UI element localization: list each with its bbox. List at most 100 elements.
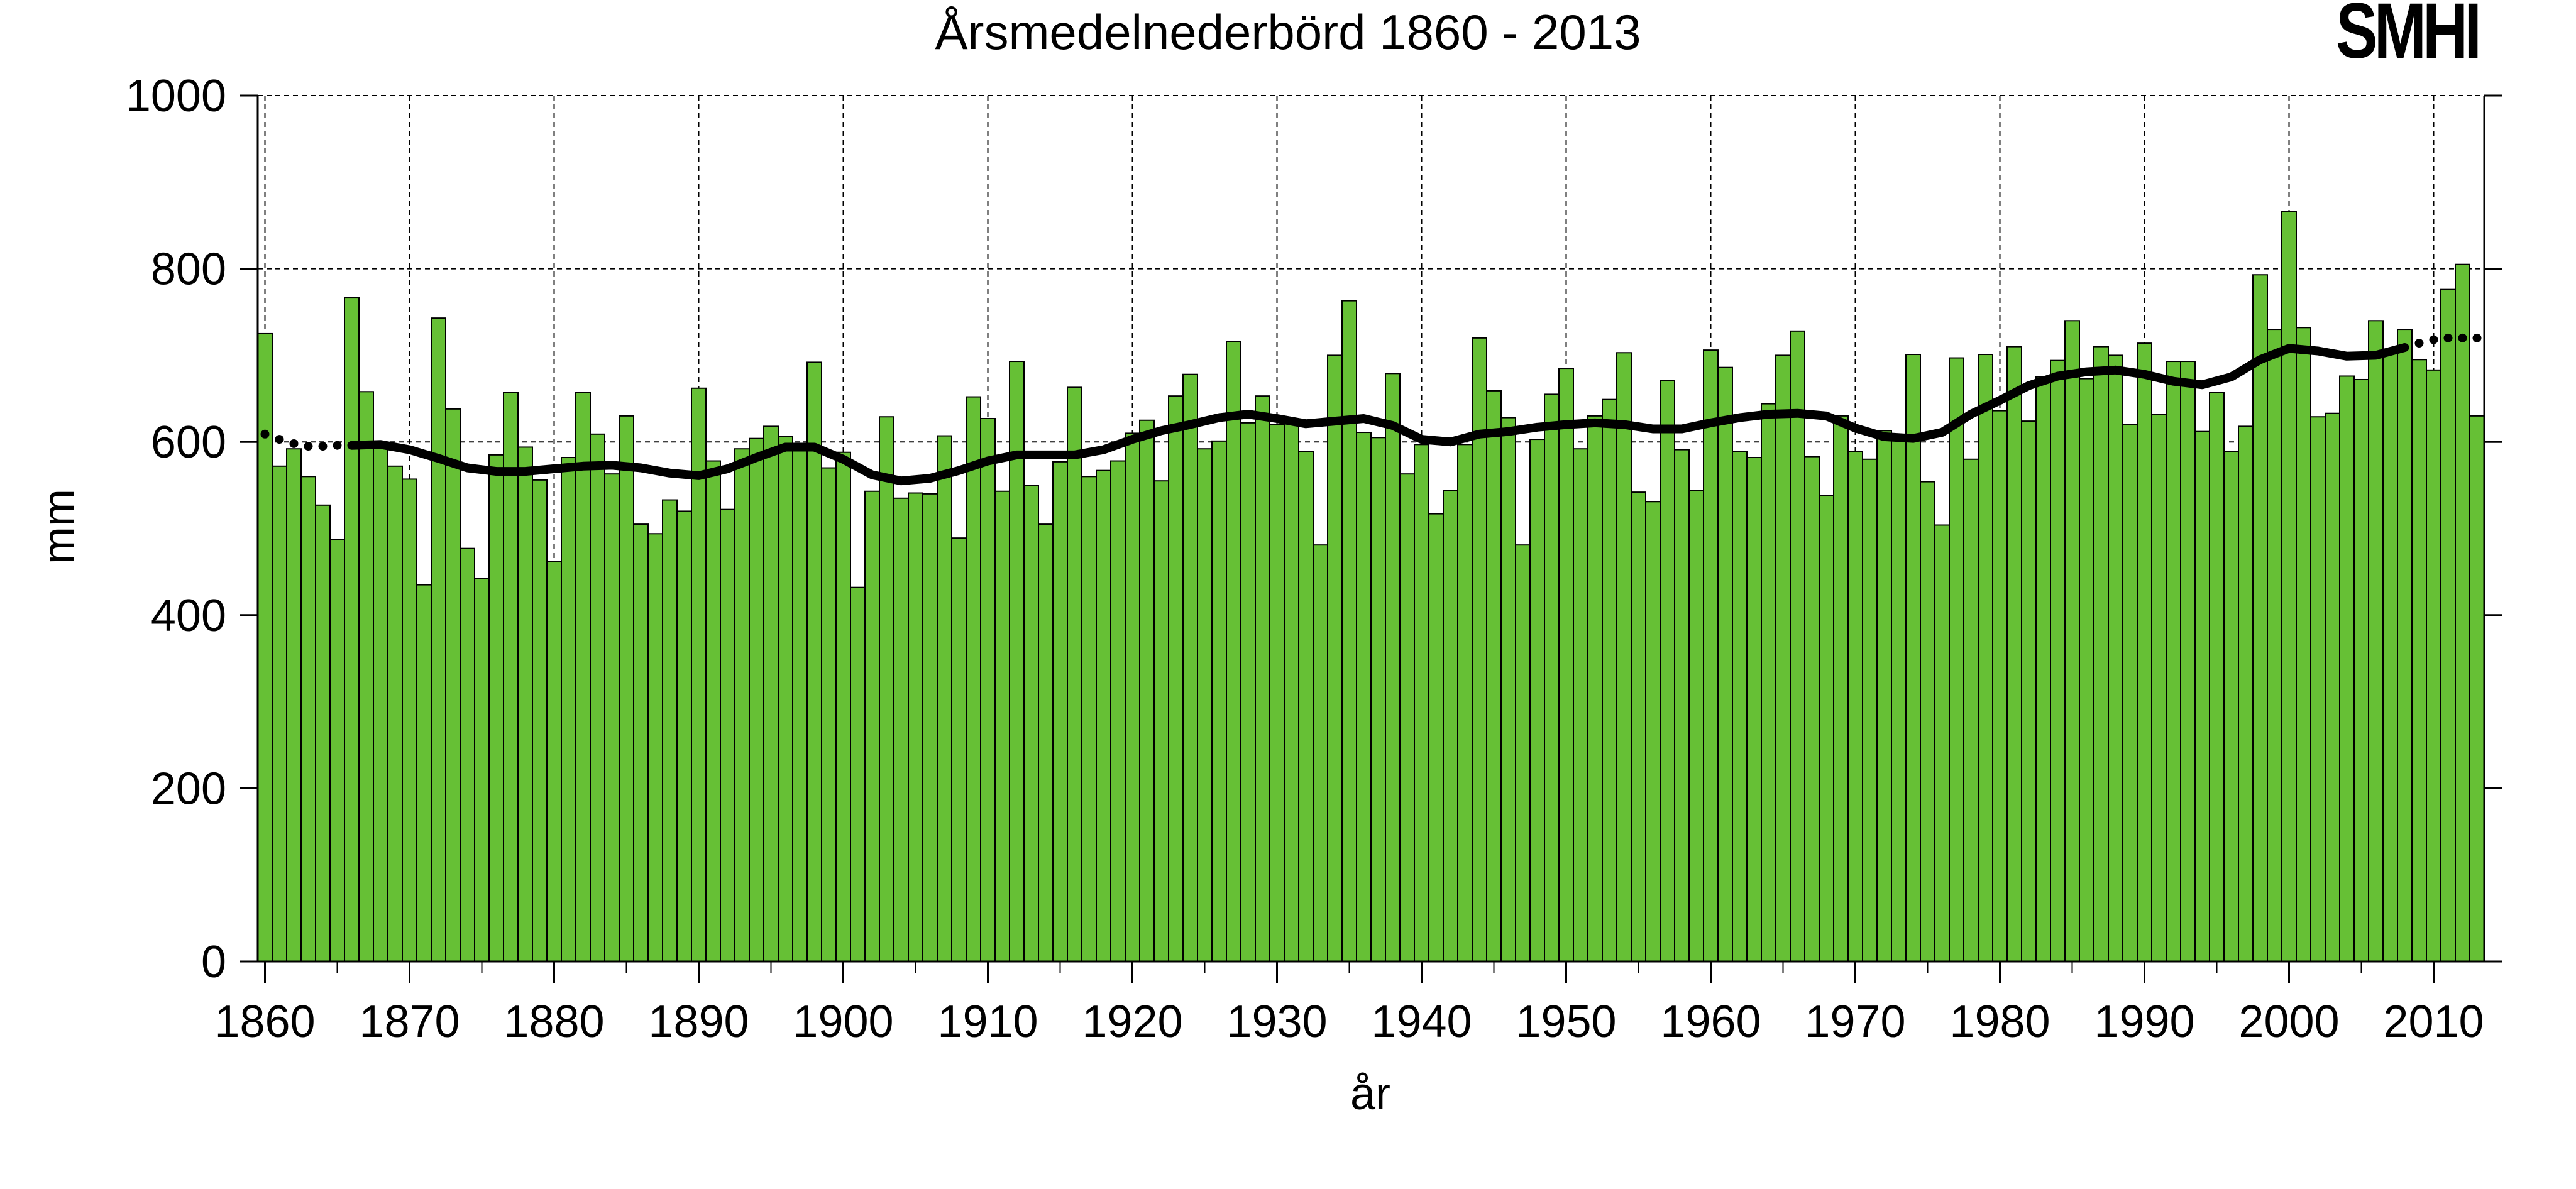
bar-1957 — [1660, 380, 1675, 962]
bar-1904 — [893, 497, 909, 962]
bar-1868 — [373, 444, 388, 962]
bar-1891 — [705, 460, 721, 962]
bar-1924 — [1182, 373, 1198, 962]
bar-1879 — [532, 479, 548, 962]
bar-1861 — [272, 465, 287, 962]
trend-dot-1865 — [333, 441, 342, 450]
x-tick-label-1880: 1880 — [504, 997, 604, 1047]
bar-1881 — [561, 457, 576, 962]
bar-1907 — [937, 435, 952, 962]
bar-1989 — [2122, 424, 2138, 962]
bar-2009 — [2411, 359, 2427, 962]
bar-1991 — [2151, 414, 2167, 962]
bar-1938 — [1385, 373, 1401, 962]
bar-1892 — [720, 508, 735, 962]
bar-1946 — [1500, 417, 1516, 962]
y-tick-label-1000: 1000 — [126, 71, 226, 121]
bar-1967 — [1804, 456, 1820, 962]
bar-2008 — [2397, 329, 2413, 962]
x-tick-label-1910: 1910 — [937, 997, 1038, 1047]
y-tick-label-200: 200 — [151, 764, 226, 814]
bar-1877 — [503, 392, 519, 962]
bar-1992 — [2166, 361, 2181, 962]
bar-2010 — [2426, 369, 2441, 962]
bar-1937 — [1370, 437, 1386, 962]
x-tick-label-1980: 1980 — [1949, 997, 2050, 1047]
bar-1942 — [1443, 490, 1458, 962]
bar-1926 — [1211, 440, 1227, 962]
bar-1873 — [445, 408, 461, 962]
trend-layer — [260, 333, 2482, 486]
bar-1867 — [358, 391, 374, 962]
bar-1914 — [1038, 523, 1054, 962]
bar-1958 — [1674, 449, 1690, 962]
bar-2002 — [2310, 416, 2326, 962]
bar-1932 — [1298, 451, 1314, 962]
bar-1919 — [1110, 460, 1126, 962]
chart-title: Årsmedelnederbörd 1860 - 2013 — [935, 4, 1641, 60]
bar-1962 — [1732, 451, 1748, 962]
bars-layer — [257, 211, 2485, 963]
bar-1928 — [1240, 422, 1256, 962]
bar-1900 — [835, 451, 851, 962]
bar-1874 — [460, 547, 475, 962]
bar-1860 — [257, 332, 273, 962]
x-tick-label-1940: 1940 — [1371, 997, 1472, 1047]
bar-2003 — [2325, 412, 2340, 962]
trend-dot-2010 — [2429, 335, 2438, 344]
bar-1889 — [676, 510, 692, 962]
trend-dot-1864 — [318, 442, 328, 451]
bar-1994 — [2194, 430, 2210, 962]
bar-1886 — [633, 523, 649, 962]
bar-1974 — [1905, 354, 1921, 962]
bar-1876 — [488, 454, 504, 962]
bar-1972 — [1876, 430, 1892, 962]
bar-1883 — [590, 433, 605, 962]
bar-1862 — [286, 448, 302, 962]
bar-2004 — [2339, 375, 2355, 962]
bar-1941 — [1428, 513, 1444, 962]
bar-1959 — [1688, 490, 1704, 962]
bar-1948 — [1529, 439, 1545, 962]
bar-1998 — [2252, 274, 2268, 963]
bar-1983 — [2035, 376, 2051, 962]
bar-1973 — [1891, 434, 1907, 962]
x-tick-label-1920: 1920 — [1082, 997, 1182, 1047]
bar-1993 — [2180, 361, 2196, 962]
bar-1936 — [1356, 432, 1372, 962]
bar-1997 — [2238, 425, 2254, 962]
bar-1863 — [300, 476, 316, 962]
trend-dot-2013 — [2472, 333, 2482, 342]
bar-1977 — [1949, 357, 1964, 962]
bar-1966 — [1790, 330, 1805, 962]
bar-1897 — [792, 444, 808, 962]
bar-1995 — [2209, 392, 2225, 962]
x-tick-label-1890: 1890 — [648, 997, 749, 1047]
bar-1986 — [2079, 378, 2094, 962]
trend-dot-2012 — [2458, 333, 2467, 342]
bar-1910 — [980, 417, 996, 962]
bar-1943 — [1457, 444, 1473, 962]
bar-1982 — [2021, 420, 2037, 962]
bar-1899 — [821, 467, 837, 962]
bar-1894 — [749, 437, 764, 962]
bar-1996 — [2223, 451, 2239, 962]
bar-1918 — [1096, 469, 1111, 962]
bar-1871 — [416, 584, 432, 962]
bar-1970 — [1847, 451, 1863, 962]
y-axis-label: mm — [34, 489, 84, 564]
bar-1978 — [1963, 458, 1979, 962]
x-tick-label-1870: 1870 — [359, 997, 460, 1047]
bar-1956 — [1645, 501, 1661, 962]
bar-1911 — [994, 490, 1010, 962]
bar-1951 — [1573, 448, 1588, 962]
bar-1865 — [329, 539, 345, 962]
bar-1985 — [2064, 320, 2080, 962]
bar-1905 — [908, 492, 923, 962]
trend-dot-1861 — [275, 435, 284, 444]
bar-1960 — [1703, 349, 1719, 962]
bar-1940 — [1414, 444, 1429, 962]
bar-1935 — [1341, 300, 1357, 962]
bar-2007 — [2382, 350, 2398, 962]
